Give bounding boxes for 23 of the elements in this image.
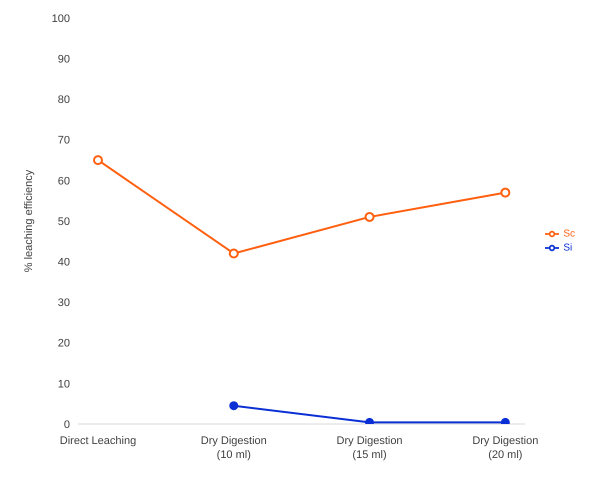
y-axis-title: % leaching efficiency <box>22 169 35 272</box>
x-tick-label: Dry Digestion (10 ml) <box>200 435 267 461</box>
y-tick-label: 100 <box>52 12 70 25</box>
y-tick-label: 0 <box>64 418 70 431</box>
y-tick-label: 30 <box>58 297 70 310</box>
point <box>500 188 510 198</box>
point <box>228 248 239 258</box>
y-tick-label: 20 <box>58 338 70 350</box>
point <box>364 212 375 222</box>
legend-label: Si <box>563 242 572 254</box>
y-tick-label: 50 <box>58 216 70 228</box>
x-tick-label: Dry Digestion (15 ml) <box>336 435 403 461</box>
y-tick-label: 70 <box>58 134 70 147</box>
x-tick-label: Dry Digestion (20 ml) <box>472 435 538 461</box>
x-tick-label: Direct Leaching <box>60 435 136 447</box>
point <box>93 155 103 166</box>
y-tick-label: 40 <box>58 256 70 269</box>
legend-label: Sc <box>563 228 575 240</box>
y-tick-label: 90 <box>58 54 70 66</box>
y-tick-label: 80 <box>58 94 70 106</box>
y-tick-label: 10 <box>58 378 70 390</box>
y-tick-label: 60 <box>58 175 70 188</box>
point <box>229 401 238 410</box>
